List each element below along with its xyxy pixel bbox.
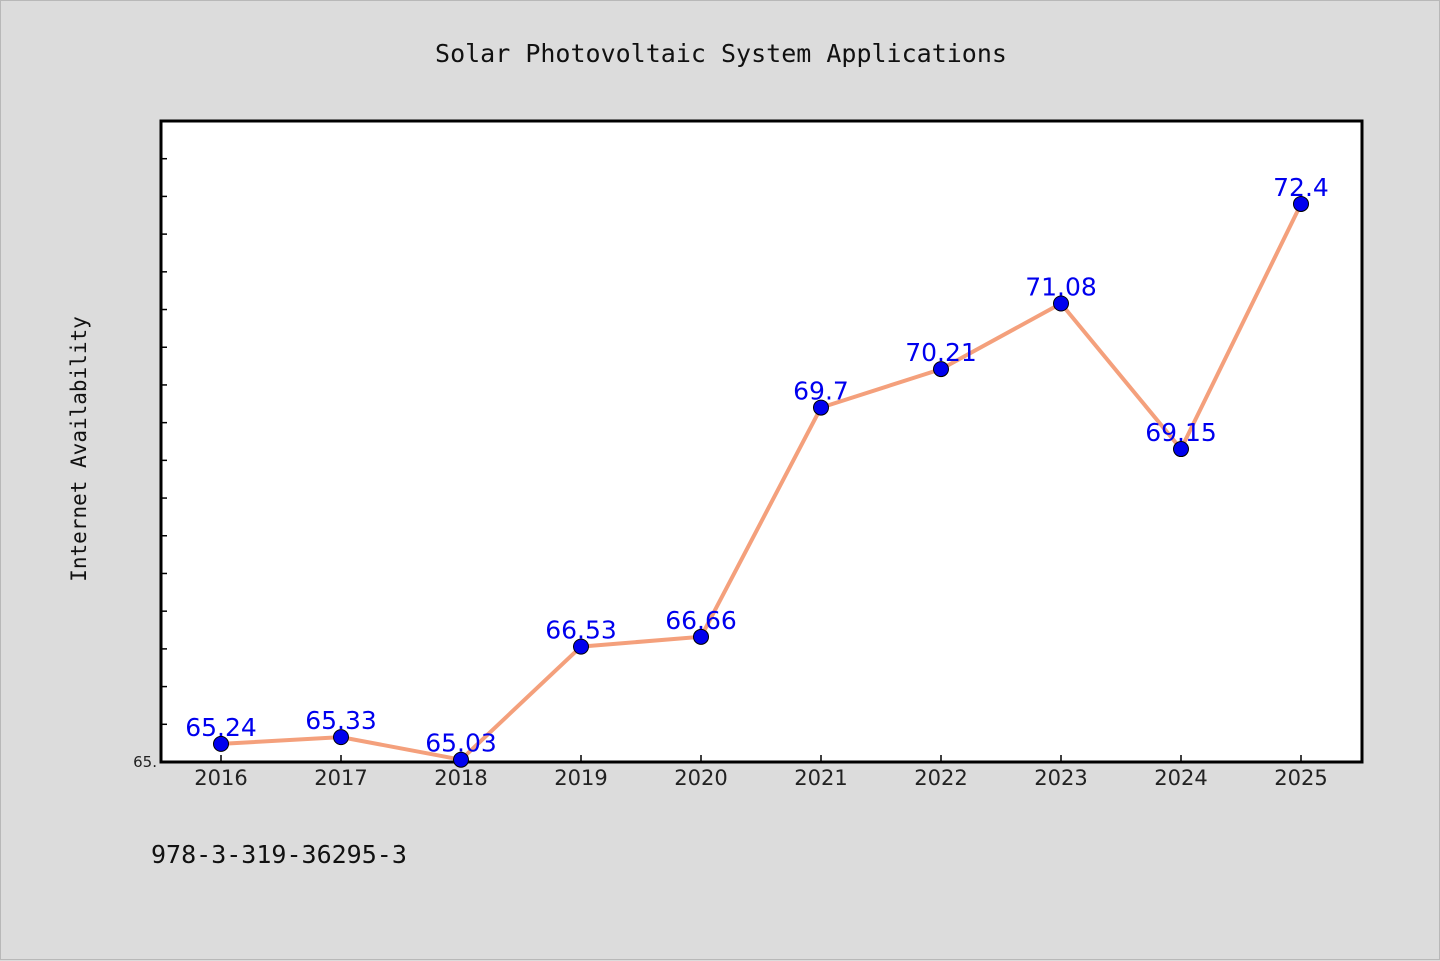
data-labels: 65.24 65.33 65.03 66.53 66.66 69.7 70.21 71.08 6… [185,173,1329,758]
y-tick-label-min: 65. [133,753,157,771]
data-label: 65.33 [305,706,377,735]
data-point [213,735,229,752]
data-label: 65.03 [425,729,497,758]
data-point [573,638,589,655]
x-tick-label: 2018 [434,766,487,790]
x-tick-label: 2017 [314,766,367,790]
x-tick-label: 2024 [1154,766,1207,790]
data-point [1053,295,1069,312]
x-tick-label: 2020 [674,766,727,790]
data-point [453,751,469,768]
data-label: 71.08 [1025,272,1097,301]
series-line-group [220,203,1303,762]
data-point [1173,441,1189,458]
x-tick-label: 2016 [194,766,247,790]
footer-note: 978-3-319-36295-3 [151,840,407,869]
data-point [1293,195,1309,212]
data-label: 69.15 [1145,418,1217,447]
data-label: 65.24 [185,713,257,742]
data-point [813,399,829,416]
plot-area [159,119,1364,764]
data-point [693,628,709,645]
x-tick-label: 2023 [1034,766,1087,790]
x-tick-label: 2021 [794,766,847,790]
data-points [213,195,1309,768]
data-label: 70.21 [905,338,977,367]
chart-title: Solar Photovoltaic System Applications [435,39,1007,68]
data-label: 66.66 [665,606,737,635]
data-label: 69.7 [793,377,849,406]
data-point [333,729,349,746]
x-axis-ticks: 2016 2017 2018 2019 2020 2021 2022 2023 2024 2025 [194,755,1328,790]
x-tick-label: 2022 [914,766,967,790]
data-label: 72.4 [1273,173,1329,202]
x-tick-label: 2019 [554,766,607,790]
y-axis-label: Internet Availability [67,316,91,582]
series-line [220,203,1303,762]
x-tick-label: 2025 [1274,766,1327,790]
y-axis-ticks [161,120,167,763]
data-point [933,361,949,378]
data-label: 66.53 [545,616,617,645]
